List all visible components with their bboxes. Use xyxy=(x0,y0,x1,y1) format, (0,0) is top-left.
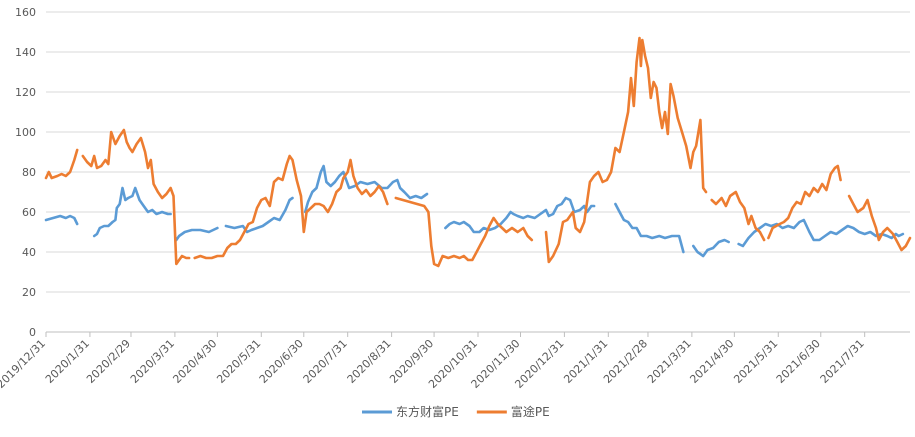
series-line-segment xyxy=(847,194,912,252)
legend: 东方财富PE 富途PE xyxy=(362,404,550,419)
series-line-segment xyxy=(224,196,294,234)
x-tick-label: 2020/3/31 xyxy=(128,337,177,386)
series-line-segment xyxy=(44,214,79,226)
series-line-segment xyxy=(193,154,389,260)
x-tick-label: 2021/5/31 xyxy=(731,337,780,386)
x-tick-label: 2019/12/31 xyxy=(0,337,48,391)
x-tick-label: 2020/7/31 xyxy=(301,337,350,386)
y-tick-label: 0 xyxy=(29,326,36,339)
series-line-segment xyxy=(175,226,219,242)
series-1 xyxy=(44,164,905,258)
x-tick-label: 2020/2/29 xyxy=(84,337,133,386)
gridlines xyxy=(46,11,910,333)
series-line-segment xyxy=(444,196,596,234)
series-line-segment xyxy=(767,164,842,240)
y-tick-label: 60 xyxy=(22,206,36,219)
series-line-segment xyxy=(303,164,429,214)
x-axis: 2019/12/312020/1/312020/2/292020/3/31202… xyxy=(0,332,867,391)
x-tick-label: 2020/6/30 xyxy=(257,337,306,386)
y-tick-label: 40 xyxy=(22,246,36,259)
series-2 xyxy=(44,36,912,268)
y-tick-label: 140 xyxy=(15,46,36,59)
series-line-segment xyxy=(81,128,191,266)
series-line-segment xyxy=(44,148,79,180)
series-line-segment xyxy=(710,190,766,242)
x-tick-label: 2020/5/31 xyxy=(214,337,263,386)
series-line-segment xyxy=(691,238,731,258)
legend-label: 富途PE xyxy=(511,404,550,419)
series-line-segment xyxy=(544,36,708,264)
y-axis: 0 20 40 60 80 100 120 140 160 xyxy=(15,6,36,339)
x-tick-label: 2021/4/30 xyxy=(687,337,736,386)
series-lines xyxy=(44,36,912,268)
y-tick-label: 20 xyxy=(22,286,36,299)
series-line-segment xyxy=(614,202,685,254)
x-tick-label: 2021/3/31 xyxy=(645,337,694,386)
x-tick-label: 2021/6/30 xyxy=(774,337,823,386)
x-tick-label: 2021/7/31 xyxy=(818,337,867,386)
y-tick-label: 100 xyxy=(15,126,36,139)
y-tick-label: 80 xyxy=(22,166,36,179)
series-line-segment xyxy=(394,196,534,268)
y-tick-label: 160 xyxy=(15,6,36,19)
x-tick-label: 2020/8/31 xyxy=(345,337,394,386)
y-tick-label: 120 xyxy=(15,86,36,99)
legend-label: 东方财富PE xyxy=(396,404,459,419)
x-tick-label: 2020/4/30 xyxy=(170,337,219,386)
series-line-segment xyxy=(92,186,172,238)
